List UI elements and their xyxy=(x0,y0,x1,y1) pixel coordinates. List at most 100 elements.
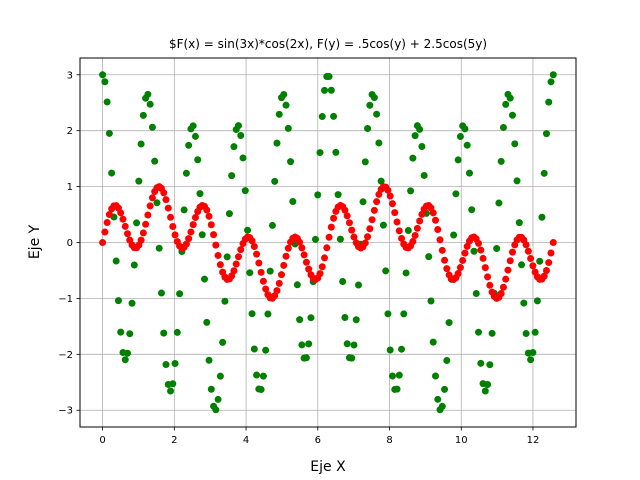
data-point xyxy=(379,221,387,229)
data-point xyxy=(486,281,494,289)
data-point xyxy=(232,260,240,268)
data-point xyxy=(153,199,161,207)
data-point xyxy=(155,244,163,252)
data-point xyxy=(463,242,471,250)
data-point xyxy=(416,217,424,225)
data-point xyxy=(384,310,392,318)
data-point xyxy=(280,261,288,269)
data-point xyxy=(540,272,548,280)
data-point xyxy=(228,172,236,180)
data-point xyxy=(508,111,516,119)
data-point xyxy=(212,406,220,414)
data-point xyxy=(529,262,537,270)
data-point xyxy=(302,354,310,362)
data-point xyxy=(262,285,270,293)
y-tick-label: −1 xyxy=(58,294,73,305)
data-point xyxy=(305,340,313,348)
data-point xyxy=(549,239,557,247)
data-point xyxy=(502,275,510,283)
data-point xyxy=(302,258,310,266)
data-point xyxy=(316,270,324,278)
data-point xyxy=(386,346,394,354)
data-point xyxy=(275,110,283,118)
data-point xyxy=(219,338,227,346)
data-point xyxy=(99,239,107,246)
data-point xyxy=(237,131,245,139)
data-point xyxy=(151,157,159,165)
data-point xyxy=(300,251,308,259)
data-point xyxy=(101,78,109,86)
data-point xyxy=(452,190,460,198)
data-point xyxy=(167,387,175,395)
data-point xyxy=(373,198,381,206)
y-tick-label: 0 xyxy=(67,238,73,249)
chart-title: $F(x) = sin(3x)*cos(2x), F(y) = .5cos(y)… xyxy=(169,37,487,51)
data-point xyxy=(461,125,469,133)
data-point xyxy=(364,233,372,241)
data-point xyxy=(456,133,464,141)
data-point xyxy=(429,338,437,346)
data-point xyxy=(388,372,396,380)
data-point xyxy=(253,371,261,379)
data-point xyxy=(398,345,406,353)
data-point xyxy=(321,254,329,262)
data-point xyxy=(139,229,147,237)
data-point xyxy=(139,111,147,119)
data-point xyxy=(370,94,378,102)
data-point xyxy=(126,330,134,338)
y-tick-label: −2 xyxy=(58,350,73,361)
data-point xyxy=(431,216,439,224)
data-point xyxy=(409,154,417,162)
data-point xyxy=(368,216,376,224)
data-point xyxy=(311,235,319,243)
data-point xyxy=(524,247,532,255)
data-point xyxy=(438,402,446,410)
x-tick-label: 6 xyxy=(315,435,321,446)
data-point xyxy=(117,328,125,336)
data-point xyxy=(429,209,437,217)
data-point xyxy=(522,241,530,249)
data-point xyxy=(402,269,410,277)
data-point xyxy=(124,349,132,357)
data-point xyxy=(266,267,274,275)
data-point xyxy=(475,239,483,247)
data-point xyxy=(364,125,372,133)
data-point xyxy=(518,261,526,269)
data-point xyxy=(298,341,306,349)
data-point xyxy=(275,279,283,287)
data-point xyxy=(443,356,451,364)
data-point xyxy=(105,211,113,219)
data-point xyxy=(230,143,238,151)
data-point xyxy=(214,251,222,259)
data-point xyxy=(463,141,471,149)
y-tick-label: 2 xyxy=(67,126,73,137)
data-point xyxy=(210,231,218,239)
data-point xyxy=(386,192,394,200)
series-2 xyxy=(99,183,557,302)
data-point xyxy=(99,71,107,79)
data-point xyxy=(393,385,401,393)
data-point xyxy=(244,226,252,234)
data-point xyxy=(352,316,360,324)
data-point xyxy=(280,91,288,99)
data-point xyxy=(298,244,306,252)
y-tick-label: 1 xyxy=(67,182,73,193)
data-point xyxy=(341,314,349,322)
data-point xyxy=(282,101,290,109)
data-point xyxy=(529,349,537,357)
data-point xyxy=(348,226,356,234)
data-point xyxy=(108,169,116,177)
data-point xyxy=(189,221,197,229)
data-point xyxy=(345,219,353,227)
data-point xyxy=(189,122,197,130)
data-point xyxy=(348,354,356,362)
data-point xyxy=(191,213,199,221)
data-point xyxy=(393,218,401,226)
data-point xyxy=(284,124,292,132)
data-point xyxy=(250,243,258,251)
data-point xyxy=(185,235,193,243)
data-point xyxy=(398,234,406,242)
data-point xyxy=(343,212,351,220)
data-point xyxy=(373,110,381,118)
